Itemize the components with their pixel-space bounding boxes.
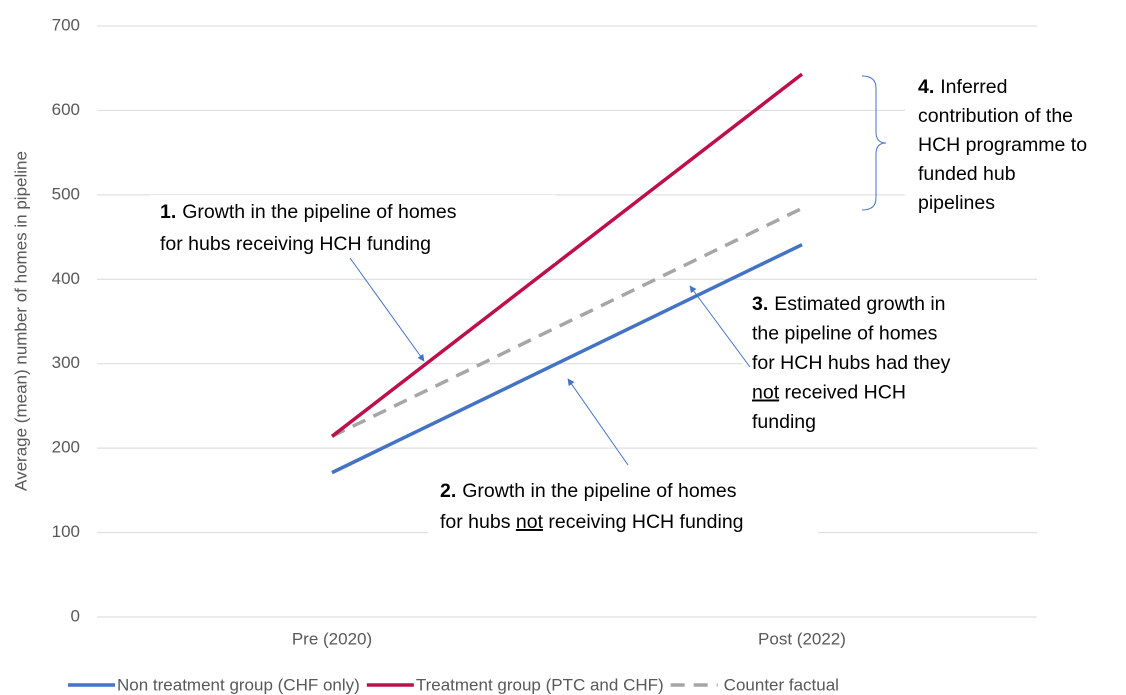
annotation-bg <box>742 288 1042 438</box>
annotation-segment: Growth in the pipeline of homes <box>462 480 736 502</box>
annotation-text: for hubs receiving HCH funding <box>160 233 431 255</box>
legend-label: Counter factual <box>724 675 839 694</box>
series-line <box>330 72 804 438</box>
annotation-text: for hubs not receiving HCH funding <box>440 511 744 533</box>
annotation-text: pipelines <box>918 192 995 214</box>
annotation-number: 3. <box>752 293 768 315</box>
annotation-segment: HCH programme to <box>918 134 1087 156</box>
annotation-text: not received HCH <box>752 382 906 404</box>
annotation-segment: for hubs <box>440 511 516 533</box>
annotation-segment: funded hub <box>918 163 1016 185</box>
annotation-bg <box>150 195 555 263</box>
x-tick-label: Pre (2020) <box>292 629 372 648</box>
y-tick-label: 100 <box>52 522 80 541</box>
annotation-segment: Estimated growth in <box>774 293 945 315</box>
y-tick-label: 300 <box>52 353 80 372</box>
annotation-number: 2. <box>440 480 456 502</box>
annotation-text: 2. Growth in the pipeline of homes <box>440 480 737 502</box>
annotations: 1. Growth in the pipeline of homes for hub… <box>150 70 1126 540</box>
y-tick-label: 600 <box>52 100 80 119</box>
y-tick-label: 0 <box>71 606 80 625</box>
y-tick-label: 500 <box>52 184 80 203</box>
annotation-text: contribution of the <box>918 105 1073 127</box>
annotation-segment: funding <box>752 411 816 433</box>
x-tick-label: Post (2022) <box>758 629 846 648</box>
annotation-bg <box>428 474 818 540</box>
annotation-text: for HCH hubs had they <box>752 352 951 374</box>
legend-label: Treatment group (PTC and CHF) <box>416 675 664 694</box>
annotation-arrow <box>689 285 751 368</box>
annotation-segment: receiving HCH funding <box>543 511 744 533</box>
y-tick-label: 400 <box>52 269 80 288</box>
annotation-segment: pipelines <box>918 192 995 214</box>
annotation-segment: received HCH <box>779 382 906 404</box>
y-axis-label: Average (mean) number of homes in pipeli… <box>11 151 30 491</box>
annotation-segment: Growth in the pipeline of homes <box>182 201 456 223</box>
annotation-arrow <box>349 257 425 362</box>
brace <box>861 75 887 211</box>
annotation-text: 1. Growth in the pipeline of homes <box>160 201 457 223</box>
annotation-segment: contribution of the <box>918 105 1073 127</box>
annotation-segment: not <box>752 382 780 404</box>
annotation-bg <box>905 70 1126 220</box>
series-line <box>331 243 803 475</box>
annotation-number: 4. <box>918 76 934 98</box>
annotation-text: the pipeline of homes <box>752 323 938 345</box>
annotation-text: funded hub <box>918 163 1016 185</box>
annotation-segment: Inferred <box>940 76 1007 98</box>
grid: 0 100 200 300 400 500 600 700 Pre (2020) Post (20… <box>52 15 1037 648</box>
legend-label: Non treatment group (CHF only) <box>117 675 360 694</box>
annotation-text: 4. Inferred <box>918 76 1007 98</box>
lines <box>330 72 804 475</box>
annotation-segment: not <box>516 511 544 533</box>
annotation-arrow <box>567 378 629 466</box>
annotation-text: funding <box>752 411 816 433</box>
y-tick-label: 700 <box>52 15 80 34</box>
annotation-text: HCH programme to <box>918 134 1087 156</box>
annotation-text: 3. Estimated growth in <box>752 293 946 315</box>
annotation-segment: for HCH hubs had they <box>752 352 951 374</box>
legend: Non treatment group (CHF only) Treatment … <box>68 675 839 694</box>
series-line <box>331 206 803 438</box>
annotation-segment: for hubs receiving HCH funding <box>160 233 431 255</box>
y-tick-label: 200 <box>52 438 80 457</box>
annotation-segment: the pipeline of homes <box>752 323 938 345</box>
annotation-number: 1. <box>160 201 176 223</box>
